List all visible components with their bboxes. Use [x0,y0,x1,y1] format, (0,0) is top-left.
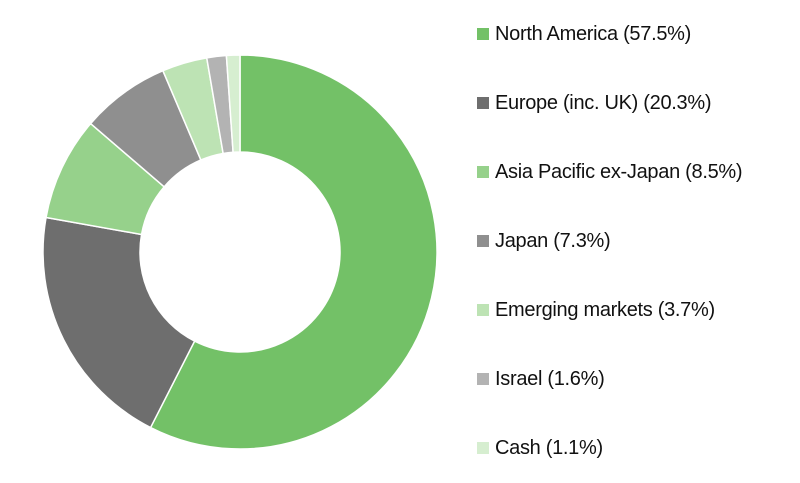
donut-slice-6 [225,54,241,154]
legend-item: Asia Pacific ex-Japan (8.5%) [477,160,743,184]
legend-swatch [477,97,489,109]
legend-swatch [477,166,489,178]
legend-label: North America (57.5%) [495,22,691,45]
legend-swatch [477,28,489,40]
legend-label: Israel (1.6%) [495,367,605,390]
legend-swatch [477,442,489,454]
legend-item: Cash (1.1%) [477,436,603,460]
legend-label: Japan (7.3%) [495,229,611,252]
legend-label: Cash (1.1%) [495,436,603,459]
legend-label: Asia Pacific ex-Japan (8.5%) [495,160,743,183]
legend-item: North America (57.5%) [477,22,691,46]
donut-chart [42,54,438,450]
legend-swatch [477,235,489,247]
legend-swatch [477,304,489,316]
legend-item: Emerging markets (3.7%) [477,298,715,322]
donut-slice-0 [149,54,438,450]
legend-item: Japan (7.3%) [477,229,611,253]
legend-item: Europe (inc. UK) (20.3%) [477,91,712,115]
legend-swatch [477,373,489,385]
legend-label: Emerging markets (3.7%) [495,298,715,321]
legend-label: Europe (inc. UK) (20.3%) [495,91,712,114]
donut-slice-1 [42,216,196,429]
legend-item: Israel (1.6%) [477,367,605,391]
